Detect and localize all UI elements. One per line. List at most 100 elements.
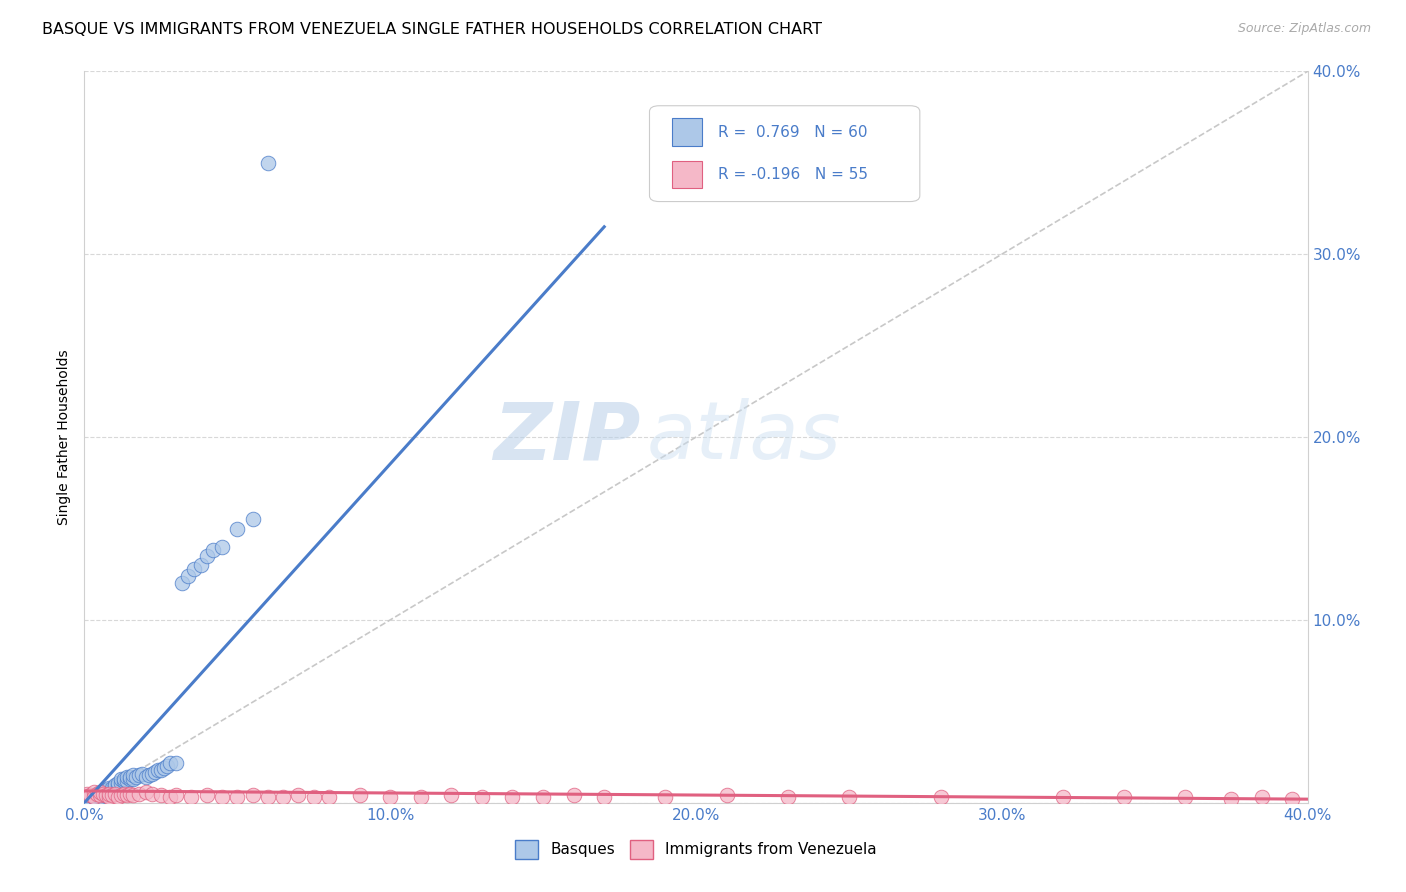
- Point: [257, 790, 280, 805]
- Point: [79, 792, 101, 806]
- Legend: Basques, Immigrants from Venezuela: Basques, Immigrants from Venezuela: [509, 834, 883, 864]
- Point: [149, 763, 172, 777]
- Point: [201, 543, 224, 558]
- Point: [83, 790, 105, 805]
- Point: [177, 569, 200, 583]
- Point: [135, 770, 157, 784]
- Point: [94, 785, 117, 799]
- Point: [76, 787, 98, 801]
- Point: [83, 785, 105, 799]
- Point: [180, 790, 202, 805]
- Point: [101, 783, 124, 797]
- Point: [141, 787, 163, 801]
- Point: [318, 790, 340, 805]
- Point: [128, 768, 150, 782]
- Point: [1250, 790, 1272, 805]
- Point: [257, 156, 280, 170]
- Text: ZIP: ZIP: [494, 398, 641, 476]
- Text: Source: ZipAtlas.com: Source: ZipAtlas.com: [1237, 22, 1371, 36]
- Point: [716, 789, 738, 803]
- Point: [143, 764, 166, 779]
- Point: [104, 778, 127, 792]
- Point: [502, 790, 524, 805]
- Point: [91, 787, 114, 801]
- Point: [349, 789, 371, 803]
- Point: [122, 768, 145, 782]
- Point: [654, 790, 676, 805]
- Point: [1281, 792, 1303, 806]
- Point: [838, 790, 860, 805]
- Point: [83, 789, 105, 803]
- Text: atlas: atlas: [647, 398, 842, 476]
- Point: [1220, 792, 1243, 806]
- Point: [120, 770, 142, 784]
- Point: [302, 790, 325, 805]
- Point: [195, 789, 218, 803]
- Point: [183, 562, 205, 576]
- Point: [409, 790, 432, 805]
- Point: [94, 787, 117, 801]
- Point: [89, 785, 111, 799]
- Text: BASQUE VS IMMIGRANTS FROM VENEZUELA SINGLE FATHER HOUSEHOLDS CORRELATION CHART: BASQUE VS IMMIGRANTS FROM VENEZUELA SING…: [42, 22, 823, 37]
- Point: [94, 789, 117, 803]
- Point: [190, 558, 212, 573]
- Point: [107, 790, 129, 805]
- Point: [929, 790, 952, 805]
- Point: [83, 790, 105, 805]
- Point: [104, 787, 127, 801]
- Point: [211, 790, 233, 805]
- Point: [141, 766, 163, 780]
- Point: [89, 789, 111, 803]
- Point: [94, 783, 117, 797]
- Point: [242, 512, 264, 526]
- Point: [110, 775, 132, 789]
- Point: [112, 772, 135, 786]
- Point: [120, 772, 142, 786]
- Point: [440, 789, 463, 803]
- Point: [195, 549, 218, 563]
- Point: [86, 787, 108, 801]
- Point: [76, 790, 98, 805]
- Point: [107, 778, 129, 792]
- Point: [101, 789, 124, 803]
- Point: [159, 756, 181, 770]
- Point: [86, 789, 108, 803]
- Point: [226, 521, 249, 535]
- Point: [122, 772, 145, 786]
- FancyBboxPatch shape: [672, 118, 702, 146]
- Point: [128, 787, 150, 801]
- FancyBboxPatch shape: [650, 106, 920, 202]
- Text: R =  0.769   N = 60: R = 0.769 N = 60: [718, 125, 868, 139]
- Point: [89, 790, 111, 805]
- Point: [146, 763, 169, 777]
- Point: [91, 789, 114, 803]
- Point: [110, 772, 132, 786]
- Point: [107, 775, 129, 789]
- Point: [112, 787, 135, 801]
- Point: [91, 787, 114, 801]
- Point: [76, 792, 98, 806]
- Point: [115, 789, 138, 803]
- Point: [1114, 790, 1136, 805]
- Point: [1174, 790, 1197, 805]
- Point: [776, 790, 799, 805]
- Point: [226, 790, 249, 805]
- Point: [97, 783, 120, 797]
- Point: [91, 785, 114, 799]
- Point: [287, 789, 309, 803]
- Point: [471, 790, 494, 805]
- Point: [172, 576, 194, 591]
- Point: [135, 785, 157, 799]
- Point: [79, 789, 101, 803]
- Point: [165, 756, 187, 770]
- Point: [89, 789, 111, 803]
- Point: [149, 789, 172, 803]
- Point: [97, 781, 120, 796]
- Point: [242, 789, 264, 803]
- Point: [115, 773, 138, 788]
- Point: [125, 770, 148, 784]
- Point: [97, 785, 120, 799]
- Point: [159, 790, 181, 805]
- FancyBboxPatch shape: [672, 161, 702, 188]
- Point: [380, 790, 402, 805]
